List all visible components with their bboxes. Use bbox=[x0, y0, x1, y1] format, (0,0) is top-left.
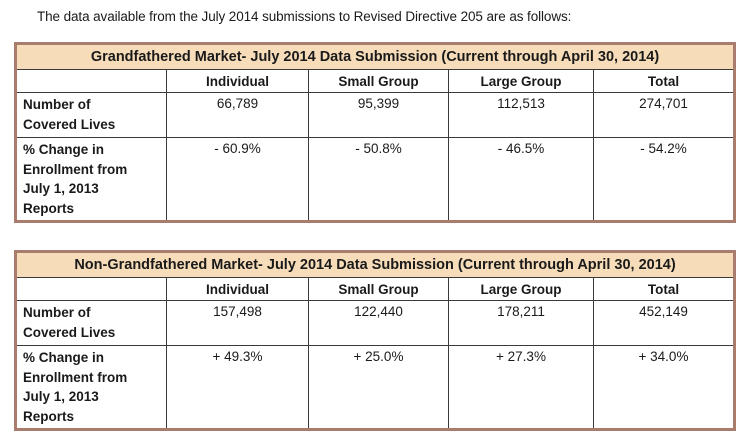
cell-small-group: - 50.8% bbox=[308, 136, 449, 223]
non-grandfathered-table-title: Non-Grandfathered Market- July 2014 Data… bbox=[15, 251, 735, 278]
cell-individual: - 60.9% bbox=[166, 136, 309, 223]
grandfathered-market-table: Grandfathered Market- July 2014 Data Sub… bbox=[14, 42, 737, 224]
cell-individual: 157,498 bbox=[166, 300, 309, 346]
column-header-individual: Individual bbox=[166, 69, 309, 93]
row-label: Number of Covered Lives bbox=[15, 92, 167, 138]
column-header-individual: Individual bbox=[166, 277, 309, 301]
cell-individual: + 49.3% bbox=[166, 344, 309, 431]
cell-individual: 66,789 bbox=[166, 92, 309, 138]
table-row-pct-change: % Change in Enrollment from July 1, 2013… bbox=[15, 344, 735, 431]
cell-small-group: 95,399 bbox=[308, 92, 449, 138]
cell-large-group: 178,211 bbox=[448, 300, 594, 346]
column-header-empty bbox=[15, 69, 167, 93]
table-row-pct-change: % Change in Enrollment from July 1, 2013… bbox=[15, 136, 736, 223]
table-title-row: Grandfathered Market- July 2014 Data Sub… bbox=[14, 43, 736, 70]
column-header-row: Individual Small Group Large Group Total bbox=[15, 69, 736, 93]
column-header-total: Total bbox=[593, 277, 735, 301]
cell-total: 452,149 bbox=[593, 300, 735, 346]
non-grandfathered-market-table: Non-Grandfathered Market- July 2014 Data… bbox=[14, 250, 736, 432]
cell-total: - 54.2% bbox=[592, 136, 736, 223]
column-header-small-group: Small Group bbox=[308, 277, 449, 301]
column-header-total: Total bbox=[592, 69, 736, 93]
column-header-small-group: Small Group bbox=[308, 69, 449, 93]
cell-small-group: 122,440 bbox=[308, 300, 449, 346]
cell-total: + 34.0% bbox=[593, 344, 735, 431]
cell-large-group: 112,513 bbox=[448, 92, 594, 138]
row-label: % Change in Enrollment from July 1, 2013… bbox=[15, 136, 167, 223]
intro-text: The data available from the July 2014 su… bbox=[37, 9, 572, 24]
row-label: % Change in Enrollment from July 1, 2013… bbox=[15, 344, 167, 431]
table-title-row: Non-Grandfathered Market- July 2014 Data… bbox=[15, 251, 735, 278]
table-row-covered-lives: Number of Covered Lives 157,498 122,440 … bbox=[15, 300, 735, 346]
cell-small-group: + 25.0% bbox=[308, 344, 449, 431]
cell-total: 274,701 bbox=[592, 92, 736, 138]
column-header-empty bbox=[15, 277, 167, 301]
column-header-large-group: Large Group bbox=[448, 69, 594, 93]
table-row-covered-lives: Number of Covered Lives 66,789 95,399 11… bbox=[15, 92, 736, 138]
row-label: Number of Covered Lives bbox=[15, 300, 167, 346]
cell-large-group: + 27.3% bbox=[448, 344, 594, 431]
cell-large-group: - 46.5% bbox=[448, 136, 594, 223]
grandfathered-table-title: Grandfathered Market- July 2014 Data Sub… bbox=[14, 43, 736, 70]
column-header-row: Individual Small Group Large Group Total bbox=[15, 277, 735, 301]
column-header-large-group: Large Group bbox=[448, 277, 594, 301]
